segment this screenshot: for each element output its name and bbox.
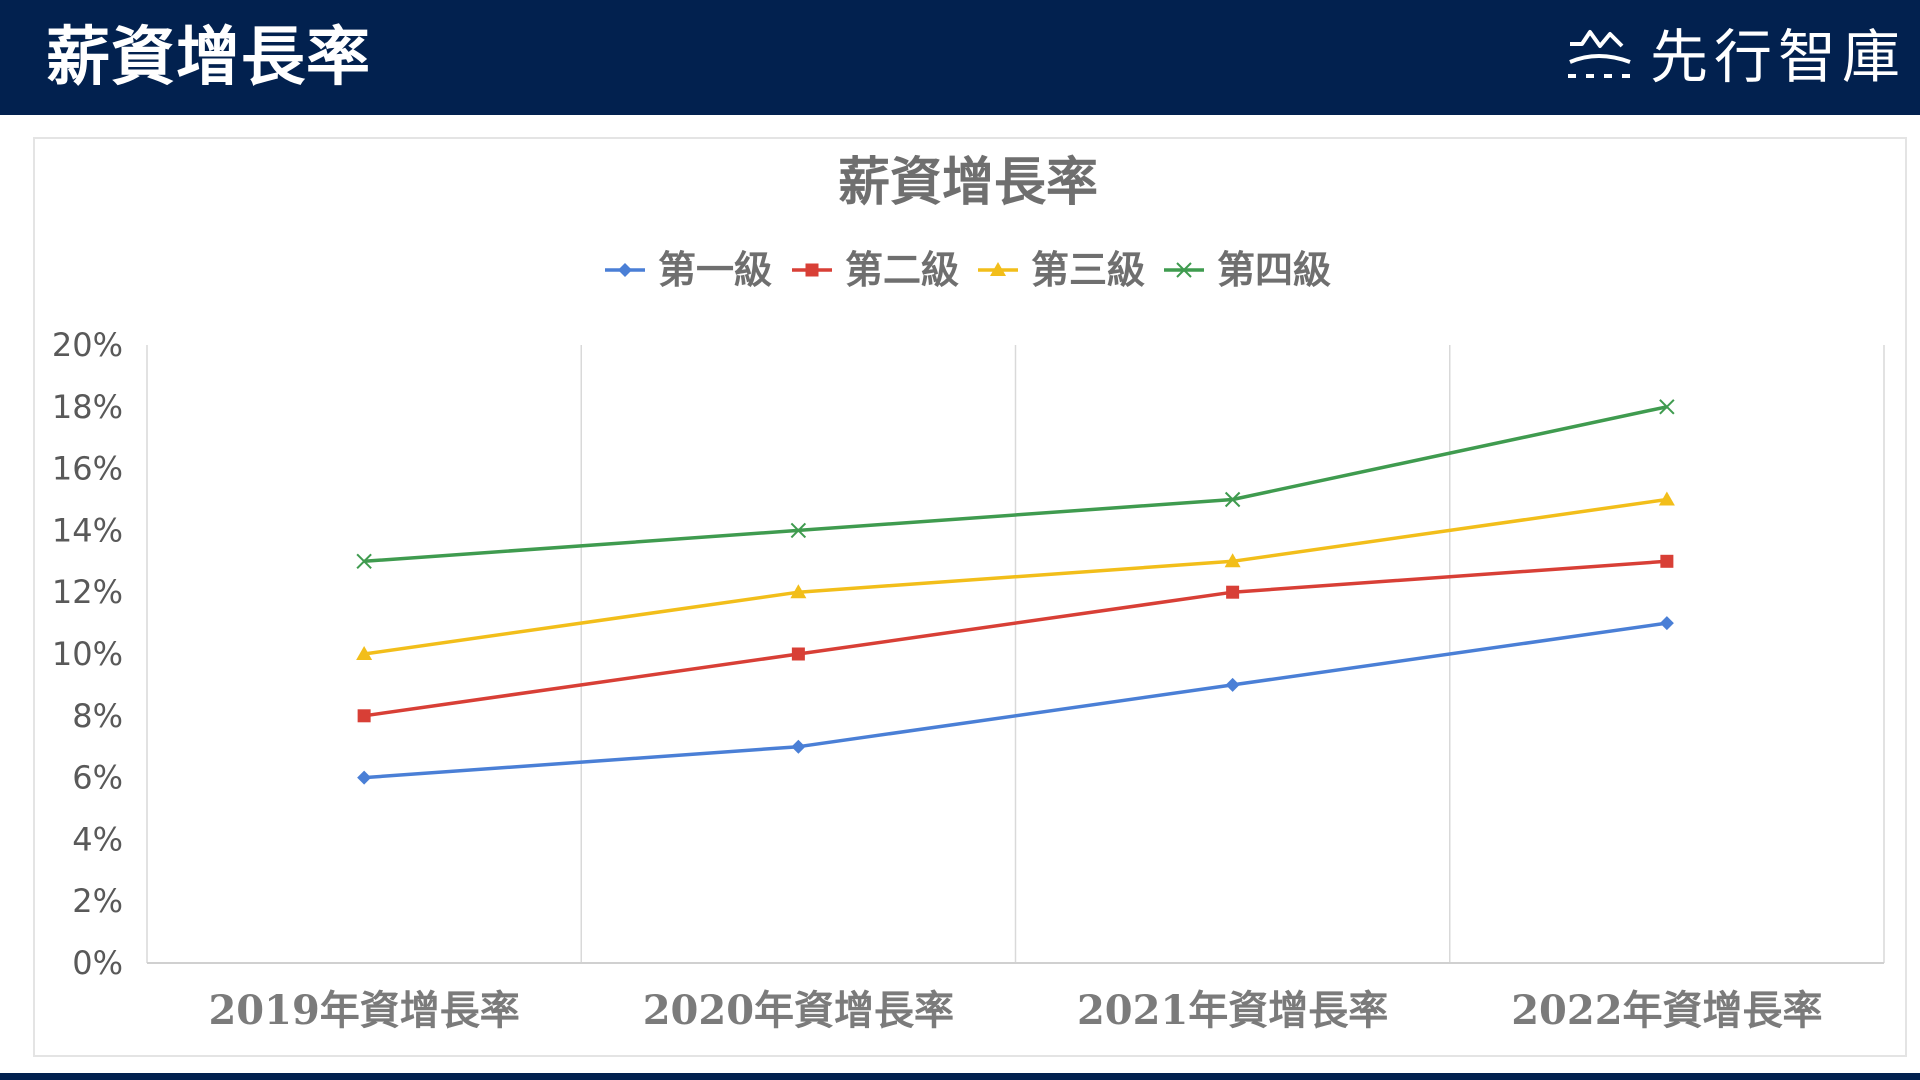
data-point [1226, 585, 1240, 599]
y-tick-label: 6% [72, 759, 123, 797]
y-tick-label: 4% [72, 820, 123, 858]
legend-label: 第四級 [1217, 247, 1331, 292]
marker-stroke [1224, 491, 1241, 508]
y-tick-label: 16% [52, 450, 123, 488]
legend-label: 第三級 [1031, 247, 1145, 292]
legend-marker [805, 263, 819, 277]
marker-stroke [1659, 399, 1675, 415]
grid-layer [146, 345, 1885, 964]
y-tick-label: 14% [52, 511, 123, 549]
legend-marker [618, 263, 632, 277]
chart-title: 薪資增長率 [838, 152, 1098, 213]
page-title: 薪資增長率 [46, 21, 371, 95]
x-tick-label: 2021年資增長率 [1077, 987, 1388, 1034]
data-point [1224, 553, 1241, 568]
marker-stroke [356, 553, 372, 570]
series-line-2 [363, 559, 1667, 718]
wave-logo-icon [1567, 30, 1631, 78]
logo: 先行智庫 [1564, 22, 1906, 92]
data-point [1225, 677, 1240, 692]
data-point [1224, 491, 1241, 508]
data-point [791, 647, 805, 661]
data-point [790, 522, 807, 539]
data-point [357, 770, 372, 785]
legend-label: 第一級 [658, 247, 772, 292]
legend-marker [1176, 262, 1192, 278]
y-tick-label: 10% [52, 635, 123, 673]
marker-stroke [790, 522, 807, 539]
y-tick-label: 20% [52, 326, 123, 364]
data-point [356, 646, 373, 660]
series-line-4 [364, 405, 1668, 564]
legend-marker [990, 262, 1006, 276]
series-line-3 [363, 497, 1668, 656]
data-point [1660, 554, 1674, 568]
data-point [1659, 399, 1675, 415]
y-tick-label: 8% [72, 697, 123, 735]
bottom-bar [0, 1073, 1920, 1080]
data-point [357, 709, 371, 723]
y-tick-label: 2% [72, 882, 123, 920]
logo-text: 先行智庫 [1649, 23, 1906, 91]
series-line-1 [364, 621, 1668, 780]
marker-stroke [1176, 262, 1192, 278]
chart-frame [33, 137, 1907, 1057]
legend-label: 第二級 [845, 247, 959, 292]
data-point [1658, 491, 1675, 506]
y-tick-label: 12% [52, 573, 123, 611]
data-point [356, 553, 372, 570]
y-tick-label: 0% [72, 944, 123, 982]
data-point [790, 584, 807, 599]
series-layer [356, 399, 1675, 785]
header-bar: 薪資增長率 先行智庫 [0, 0, 1920, 115]
x-tick-label: 2020年資增長率 [643, 987, 954, 1034]
y-tick-label: 18% [52, 388, 123, 426]
data-point [1659, 616, 1674, 631]
x-tick-label: 2022年資增長率 [1511, 987, 1822, 1034]
data-point [791, 739, 806, 754]
x-tick-label: 2019年資增長率 [208, 987, 519, 1034]
label-layer: 薪資增長率 0% 2% 4% 6% 8% 10% 12% 14% 16% 18% 20% 2019年資增… [52, 152, 1823, 1034]
